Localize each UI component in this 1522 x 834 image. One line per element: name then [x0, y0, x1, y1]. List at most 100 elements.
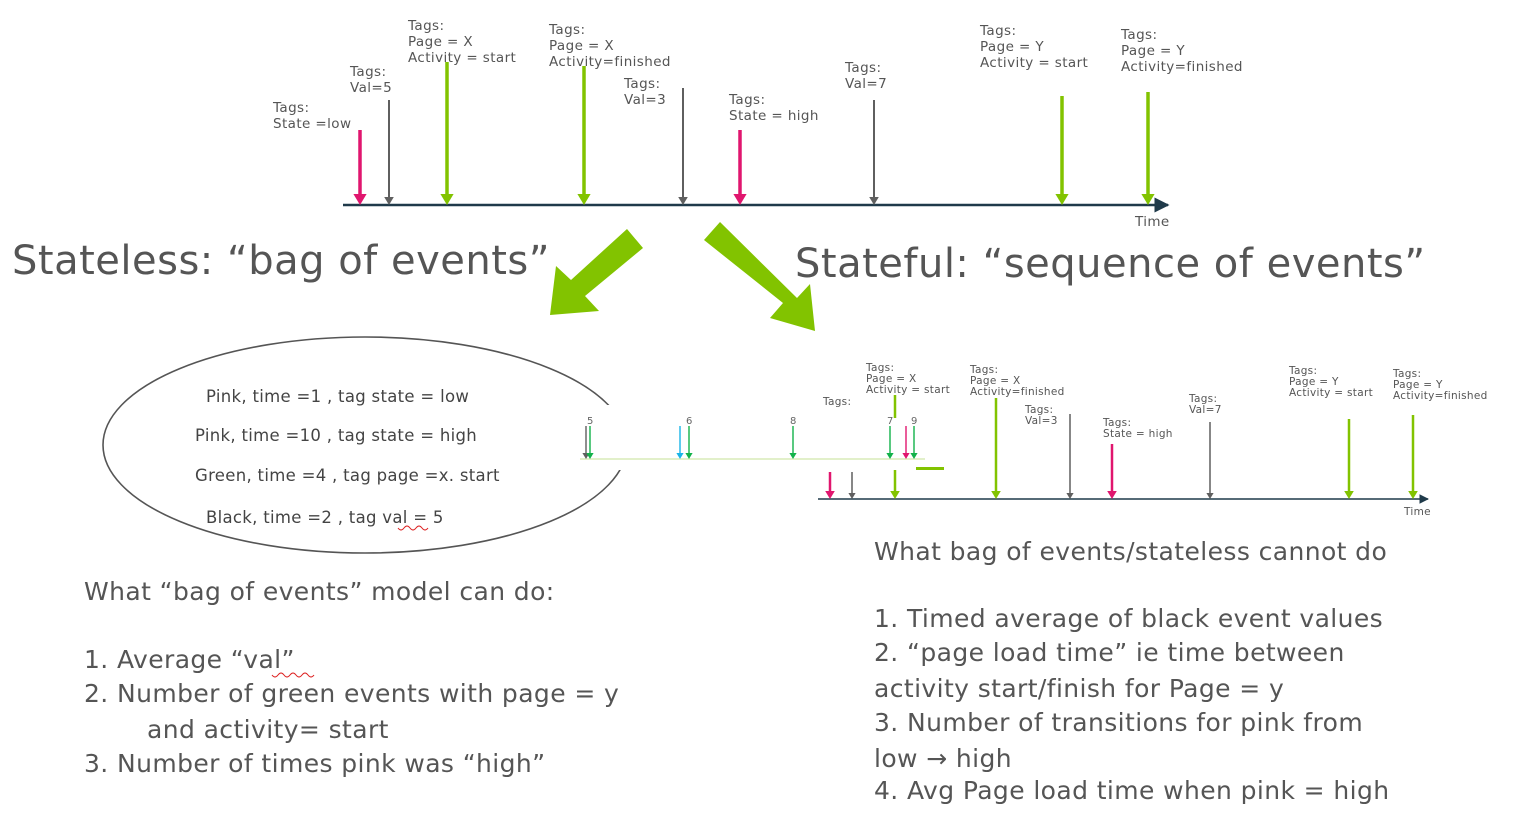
event-tag-label: Activity=finished: [970, 386, 1065, 398]
event-tag-label: Tags:: [865, 362, 894, 374]
arrow-head-icon: [353, 194, 367, 205]
event-tag-label: Tags:: [1392, 368, 1421, 380]
arrow-head-icon: [789, 453, 797, 459]
spellcheck-underline: [397, 525, 429, 531]
spellcheck-underline: [271, 672, 315, 678]
stateless-heading: Stateless: “bag of events”: [12, 238, 550, 284]
event-tag-label: Tags:: [728, 92, 765, 108]
arrow-head-icon: [1344, 491, 1354, 499]
event-tag-label: Tags:: [1188, 393, 1217, 405]
arrow-head-icon: [910, 453, 918, 459]
arrow-head-icon: [1107, 491, 1117, 499]
arrow-head-icon: [1141, 194, 1155, 205]
overlay-fragment: [916, 467, 944, 470]
arrow-head-icon: [1408, 491, 1418, 499]
time-axis-label: Time: [1403, 506, 1431, 518]
cannot-item: low → high: [874, 744, 1012, 773]
arrow-head-icon: [733, 194, 747, 205]
arrow-head-icon: [825, 491, 835, 499]
bag-item: Pink, time =10 , tag state = high: [195, 426, 477, 445]
event-tag-label: Val=7: [845, 76, 887, 92]
arrow-head-icon: [886, 453, 894, 459]
event-tag-label: State = high: [1103, 428, 1173, 440]
arrow-head-icon: [685, 453, 693, 459]
event-tag-label: Tags:: [349, 64, 386, 80]
can-do-title: What “bag of events” model can do:: [84, 577, 555, 606]
event-tag-label: Tags:: [1120, 27, 1157, 43]
event-tag-label: Tags:: [623, 76, 660, 92]
arrow-to-stateful-icon: [704, 222, 815, 331]
mini-timeline: 5 6 8 7 9: [580, 416, 925, 460]
event-number: 9: [911, 416, 917, 427]
can-do-item: and activity= start: [147, 715, 389, 744]
cannot-item: 2. “page load time” ie time between: [874, 638, 1345, 667]
event-tag-label: Activity = start: [1289, 387, 1373, 399]
arrow-head-icon: [586, 453, 594, 459]
event-tag-label: Tags:: [844, 60, 881, 76]
event-tag-label: Page = X: [970, 375, 1021, 387]
arrow-head-icon: [577, 194, 591, 205]
event-tag-label: Val=5: [350, 80, 392, 96]
arrow-head-icon: [902, 453, 910, 459]
cannot-item: 3. Number of transitions for pink from: [874, 708, 1363, 737]
event-tag-label: Activity=finished: [1393, 390, 1488, 402]
event-tag-label: Tags:: [407, 18, 444, 34]
arrow-head-icon: [890, 491, 900, 499]
event-tag-label: Tags:: [822, 396, 851, 408]
event-tag-label: Activity=finished: [549, 54, 671, 70]
stateful-heading: Stateful: “sequence of events”: [795, 241, 1426, 287]
can-do-item: 3. Number of times pink was “high”: [84, 749, 546, 778]
event-tag-label: Page = X: [866, 373, 917, 385]
event-tag-label: Page = X: [549, 38, 614, 54]
top-timeline: Time Tags:State =lowTags:Val=5Tags:Page …: [272, 18, 1243, 230]
cannot-item: activity start/finish for Page = y: [874, 674, 1284, 703]
event-tag-label: Tags:: [979, 23, 1016, 39]
arrow-head-icon: [1055, 194, 1069, 205]
event-tag-label: Tags:: [1102, 417, 1131, 429]
event-tag-label: State =low: [273, 116, 351, 132]
cannot-item: 1. Timed average of black event values: [874, 604, 1383, 633]
event-tag-label: Tags:: [548, 22, 585, 38]
bag-item: Pink, time =1 , tag state = low: [206, 387, 469, 406]
arrow-head-icon: [991, 491, 1001, 499]
event-tag-label: Val=3: [1025, 415, 1058, 427]
event-tag-label: Activity = start: [408, 50, 516, 66]
arrow-to-stateless-icon: [550, 229, 643, 315]
event-tag-label: Tags:: [1024, 404, 1053, 416]
arrow-head-icon: [1066, 493, 1074, 499]
event-tag-label: Val=3: [624, 92, 666, 108]
bag-item: Green, time =4 , tag page =x. start: [195, 466, 500, 485]
event-number: 6: [686, 416, 692, 427]
arrow-head-icon: [869, 197, 879, 205]
arrow-head-icon: [384, 197, 394, 205]
event-tag-label: Page = Y: [980, 39, 1044, 55]
cannot-title: What bag of events/stateless cannot do: [874, 537, 1387, 566]
arrow-head-icon: [848, 493, 856, 499]
event-tag-label: Page = Y: [1393, 379, 1443, 391]
event-number: 5: [587, 416, 593, 427]
event-number: 7: [887, 416, 893, 427]
event-tag-label: Tags:: [272, 100, 309, 116]
event-tag-label: Activity = start: [866, 384, 950, 396]
event-tag-label: Page = Y: [1121, 43, 1185, 59]
event-tag-label: Tags:: [969, 364, 998, 376]
cannot-item: 4. Avg Page load time when pink = high: [874, 776, 1389, 805]
can-do-item: 1. Average “val”: [84, 645, 295, 674]
time-axis-label: Time: [1134, 214, 1170, 230]
event-tag-label: State = high: [729, 108, 819, 124]
event-tag-label: Page = Y: [1289, 376, 1339, 388]
bag-item: Black, time =2 , tag val = 5: [206, 508, 444, 527]
arrow-head-icon: [440, 194, 454, 205]
event-tag-label: Page = X: [408, 34, 473, 50]
event-tag-label: Activity = start: [980, 55, 1088, 71]
event-tag-label: Activity=finished: [1121, 59, 1243, 75]
arrow-head-icon: [676, 453, 684, 459]
can-do-item: 2. Number of green events with page = y: [84, 679, 619, 708]
event-tag-label: Tags:: [1288, 365, 1317, 377]
arrow-head-icon: [1206, 493, 1214, 499]
event-number: 8: [790, 416, 796, 427]
arrow-head-icon: [678, 197, 688, 205]
event-tag-label: Val=7: [1189, 404, 1222, 416]
